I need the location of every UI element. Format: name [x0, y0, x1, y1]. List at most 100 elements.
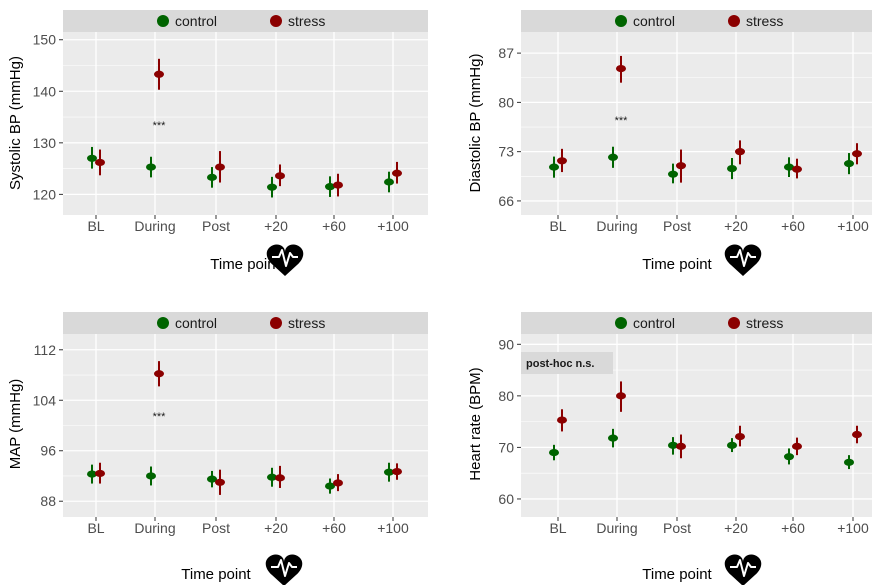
heart-ecg-icon [724, 554, 762, 585]
stress-point [557, 416, 567, 424]
stress-point [95, 469, 105, 478]
stress-point [852, 150, 862, 158]
x-tick-label: Post [202, 520, 230, 536]
legend-label-control: control [175, 315, 217, 331]
control-point [207, 475, 217, 483]
x-tick-label: +60 [322, 520, 346, 536]
control-point [267, 183, 277, 191]
y-tick-label: 66 [498, 193, 514, 209]
stress-point [852, 430, 862, 439]
legend-key-control [157, 317, 169, 329]
x-axis-label: Time point [642, 566, 712, 583]
control-point [844, 458, 854, 466]
x-tick-label: +100 [377, 520, 409, 536]
legend-label-stress: stress [288, 315, 325, 331]
y-tick-label: 80 [498, 388, 514, 404]
y-axis-label: Heart rate (BPM) [467, 367, 484, 480]
y-axis-label: Diastolic BP (mmHg) [467, 54, 484, 193]
stress-point [735, 432, 745, 441]
control-point [325, 482, 335, 490]
control-point [784, 453, 794, 461]
control-point [87, 154, 97, 162]
legend-label-control: control [633, 13, 675, 29]
heart-ecg-icon [724, 244, 762, 276]
y-axis-label: Systolic BP (mmHg) [7, 56, 24, 190]
significance-annotation: *** [153, 411, 167, 423]
y-tick-label: 112 [34, 342, 57, 358]
post-hoc-annotation: post-hoc n.s. [526, 358, 594, 370]
x-tick-label: During [134, 520, 175, 536]
y-tick-label: 80 [498, 94, 514, 110]
x-tick-label: Post [663, 520, 691, 536]
control-point [267, 473, 277, 481]
x-tick-label: +100 [837, 520, 869, 536]
y-tick-label: 140 [33, 83, 57, 99]
legend-key-control [615, 317, 627, 329]
control-point [549, 163, 559, 171]
legend-label-control: control [633, 315, 675, 331]
heart-ecg-icon [265, 554, 303, 585]
control-point [668, 170, 678, 178]
stress-point [154, 370, 164, 378]
legend-key-stress [270, 15, 282, 27]
chart-panel-4: control stress 60 70 80 90 BL During Post +20 +60 +… [467, 312, 872, 585]
stress-point [676, 162, 686, 170]
plot-area [63, 32, 428, 215]
chart-panel-1: control stress 120 130 140 150 BL During Post +20… [7, 10, 428, 276]
legend-label-control: control [175, 13, 217, 29]
control-point [608, 434, 618, 442]
legend-strip [63, 10, 428, 32]
legend-strip [521, 10, 872, 32]
control-point [325, 183, 335, 191]
stress-point [392, 169, 402, 177]
legend-key-control [157, 15, 169, 27]
legend-key-stress [270, 317, 282, 329]
stress-point [333, 479, 343, 487]
x-tick-label: +20 [724, 218, 748, 234]
y-tick-label: 88 [40, 493, 56, 509]
x-tick-label: +20 [724, 520, 748, 536]
x-tick-label: BL [87, 218, 104, 234]
y-axis-label: MAP (mmHg) [7, 379, 24, 470]
control-point [727, 164, 737, 173]
legend-label-stress: stress [746, 13, 783, 29]
x-tick-label: BL [87, 520, 104, 536]
x-tick-label: Post [663, 218, 691, 234]
y-tick-label: 120 [33, 186, 57, 202]
stress-point [616, 65, 626, 73]
x-tick-label: Post [202, 218, 230, 234]
x-tick-label: +100 [377, 218, 409, 234]
x-tick-label: During [596, 520, 637, 536]
control-point [146, 163, 156, 171]
stress-point [215, 478, 225, 486]
x-tick-label: +20 [264, 520, 288, 536]
control-point [146, 472, 156, 480]
heart-ecg-icon [266, 244, 304, 276]
y-tick-label: 60 [498, 491, 514, 507]
stress-point [154, 70, 164, 78]
x-tick-label: +100 [837, 218, 869, 234]
x-tick-label: +20 [264, 218, 288, 234]
control-point [87, 470, 97, 478]
legend-strip [521, 312, 872, 334]
legend-key-control [615, 15, 627, 27]
stress-point [676, 442, 686, 450]
x-axis-label: Time point [642, 256, 712, 273]
x-tick-label: During [596, 218, 637, 234]
control-point [549, 448, 559, 457]
y-tick-label: 70 [498, 439, 514, 455]
control-point [784, 163, 794, 171]
y-tick-label: 87 [498, 45, 514, 61]
stress-point [215, 163, 225, 171]
significance-annotation: *** [615, 115, 629, 127]
y-tick-label: 96 [40, 443, 56, 459]
x-tick-label: +60 [322, 218, 346, 234]
y-tick-label: 130 [33, 135, 57, 151]
x-tick-label: +60 [781, 218, 805, 234]
legend-label-stress: stress [746, 315, 783, 331]
x-tick-label: BL [549, 520, 566, 536]
chart-panel-3: control stress 88 96 104 112 BL During Post +20 +6… [7, 312, 428, 585]
stress-point [392, 467, 402, 476]
post-hoc-box [521, 352, 613, 374]
